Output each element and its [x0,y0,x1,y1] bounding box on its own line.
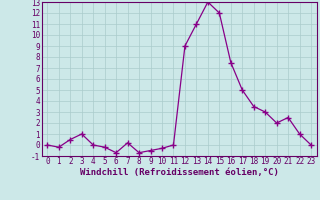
X-axis label: Windchill (Refroidissement éolien,°C): Windchill (Refroidissement éolien,°C) [80,168,279,177]
